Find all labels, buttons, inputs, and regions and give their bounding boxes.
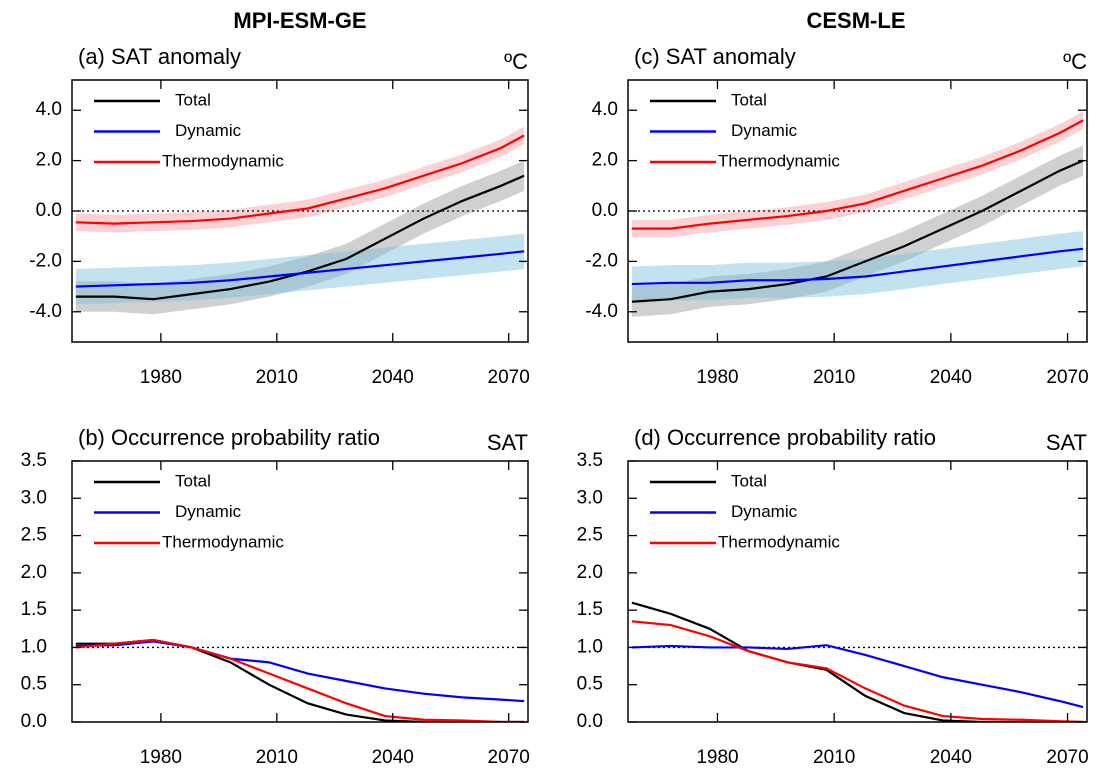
plot-frame xyxy=(627,460,1088,723)
series-line xyxy=(75,174,525,301)
x-tick-label: 2040 xyxy=(372,367,414,388)
x-tick-label: 2070 xyxy=(488,367,530,388)
y-tick-label: -2.0 xyxy=(29,250,62,271)
legend-label: Thermodynamic xyxy=(162,151,284,170)
spread-band xyxy=(631,145,1084,317)
x-tick-label: 2040 xyxy=(930,367,972,388)
y-tick-label: 1.5 xyxy=(21,599,47,620)
legend-label: Dynamic xyxy=(731,502,798,521)
panel-title: (c) SAT anomaly xyxy=(634,44,796,69)
y-tick-label: 1.0 xyxy=(21,636,47,657)
y-tick-label: 0.5 xyxy=(21,674,47,695)
y-tick-label: 4.0 xyxy=(36,99,62,120)
panel-title: (b) Occurrence probability ratio xyxy=(78,425,380,450)
x-tick-label: 2070 xyxy=(488,747,530,768)
spread-band xyxy=(75,126,525,233)
y-tick-label: 3.5 xyxy=(577,450,603,471)
legend-label: Total xyxy=(175,90,211,109)
series-line xyxy=(75,640,525,703)
y-tick-label: 2.0 xyxy=(36,150,62,171)
column-header: MPI-ESM-GE xyxy=(233,8,366,33)
series-line xyxy=(631,620,1084,722)
series-line xyxy=(631,601,1084,722)
panel-title: (d) Occurrence probability ratio xyxy=(634,425,936,450)
series-line xyxy=(75,134,525,225)
legend-label: Total xyxy=(731,90,767,109)
unit-label: ºC xyxy=(1063,49,1087,74)
legend-label: Dynamic xyxy=(175,121,242,140)
x-tick-label: 2070 xyxy=(1046,367,1088,388)
y-tick-label: 3.5 xyxy=(21,450,47,471)
y-tick-label: -4.0 xyxy=(585,301,618,322)
y-tick-label: 0.0 xyxy=(36,200,62,221)
x-tick-label: 2070 xyxy=(1046,747,1088,768)
spread-band xyxy=(631,231,1084,302)
unit-label: ºC xyxy=(504,49,528,74)
spread-band xyxy=(631,111,1084,238)
y-tick-label: 0.5 xyxy=(577,674,603,695)
y-tick-label: 0.0 xyxy=(577,711,603,732)
y-tick-label: 3.0 xyxy=(21,487,47,508)
legend-label: Thermodynamic xyxy=(718,151,840,170)
y-tick-label: -4.0 xyxy=(29,301,62,322)
y-tick-label: 2.0 xyxy=(21,562,47,583)
x-tick-label: 1980 xyxy=(140,367,182,388)
y-tick-label: 2.0 xyxy=(592,150,618,171)
series-line xyxy=(631,159,1084,303)
x-tick-label: 1980 xyxy=(696,367,738,388)
y-tick-label: 2.5 xyxy=(577,525,603,546)
y-tick-label: 2.5 xyxy=(21,525,47,546)
x-tick-label: 1980 xyxy=(140,747,182,768)
plot-frame xyxy=(71,460,529,723)
x-tick-label: 2010 xyxy=(813,367,855,388)
unit-label: SAT xyxy=(487,430,528,455)
legend-label: Total xyxy=(731,471,767,490)
unit-label: SAT xyxy=(1046,430,1087,455)
spread-band xyxy=(75,160,525,315)
x-tick-label: 1980 xyxy=(696,747,738,768)
legend-label: Dynamic xyxy=(175,502,242,521)
spread-band xyxy=(75,233,525,305)
x-tick-label: 2010 xyxy=(256,747,298,768)
y-tick-label: 3.0 xyxy=(577,487,603,508)
y-tick-label: 2.0 xyxy=(577,562,603,583)
series-line xyxy=(75,638,525,722)
column-header: CESM-LE xyxy=(807,8,906,33)
y-tick-label: 4.0 xyxy=(592,99,618,120)
series-line xyxy=(75,638,525,722)
x-tick-label: 2040 xyxy=(372,747,414,768)
series-line xyxy=(75,250,525,288)
y-tick-label: -2.0 xyxy=(585,250,618,271)
y-tick-label: 0.0 xyxy=(21,711,47,732)
legend-label: Dynamic xyxy=(731,121,798,140)
panel-title: (a) SAT anomaly xyxy=(78,44,241,69)
series-line xyxy=(631,644,1084,709)
legend-label: Total xyxy=(175,471,211,490)
x-tick-label: 2040 xyxy=(930,747,972,768)
x-tick-label: 2010 xyxy=(813,747,855,768)
legend-label: Thermodynamic xyxy=(718,532,840,551)
y-tick-label: 0.0 xyxy=(592,200,618,221)
y-tick-label: 1.5 xyxy=(577,599,603,620)
series-line xyxy=(631,119,1084,230)
series-line xyxy=(631,247,1084,286)
x-tick-label: 2010 xyxy=(256,367,298,388)
legend-label: Thermodynamic xyxy=(162,532,284,551)
y-tick-label: 1.0 xyxy=(577,636,603,657)
